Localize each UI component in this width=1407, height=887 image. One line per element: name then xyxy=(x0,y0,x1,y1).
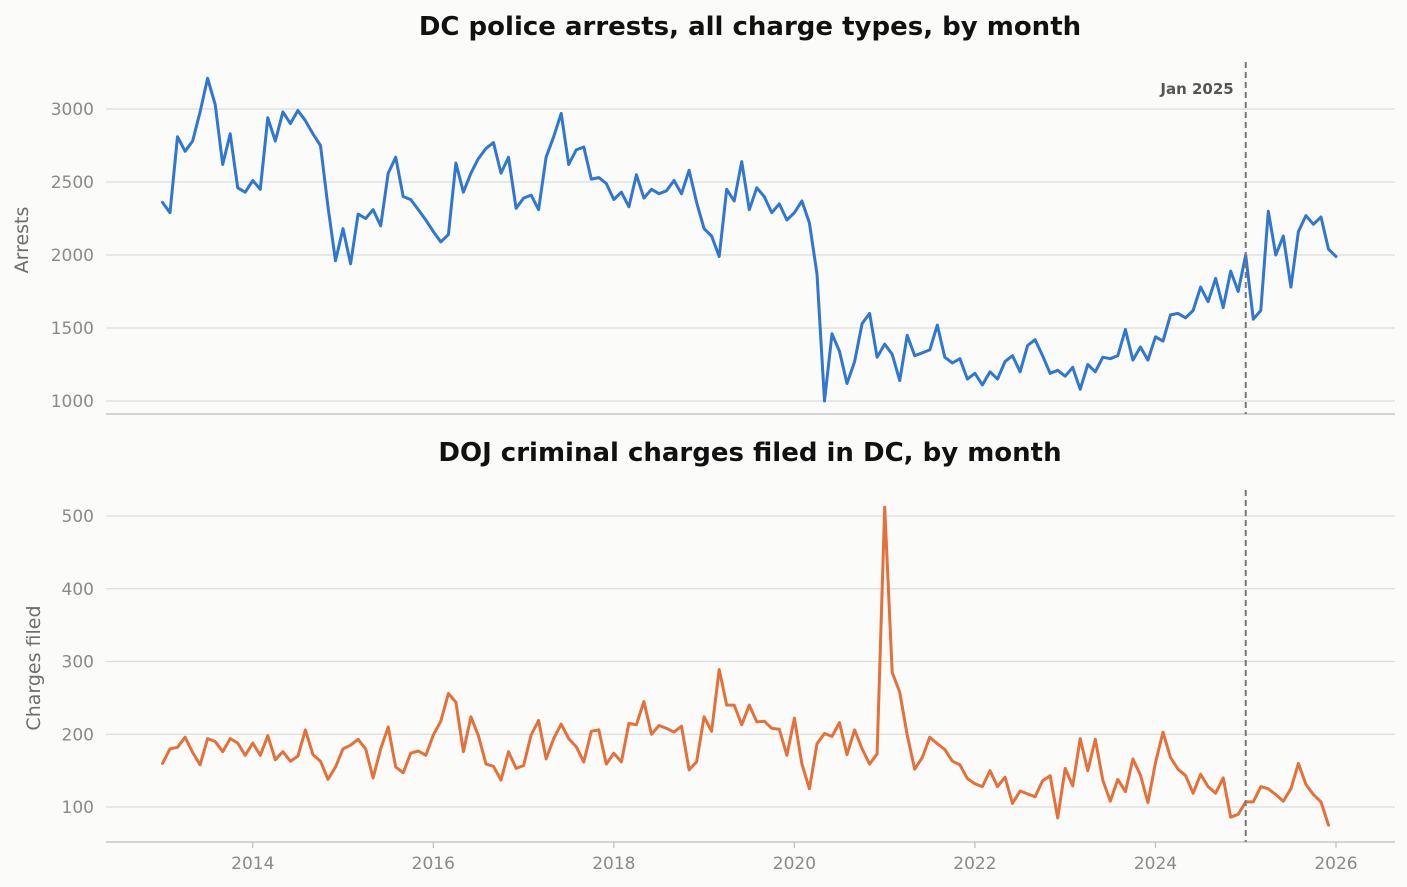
y-tick-label: 400 xyxy=(62,580,94,600)
charges-chart-title: DOJ criminal charges filed in DC, by mon… xyxy=(438,438,1061,468)
y-tick-label: 2000 xyxy=(51,246,94,266)
charges-series xyxy=(161,505,1330,827)
arrests-y-axis-label: Arrests xyxy=(11,207,33,274)
series-line xyxy=(161,505,1330,827)
charges-x-ticks: 2014 2016 2018 2020 2022 2024 2026 xyxy=(231,842,1358,874)
charges-panel: DOJ criminal charges filed in DC, by mon… xyxy=(23,438,1395,874)
y-tick-label: 2500 xyxy=(51,173,94,193)
arrests-gridlines xyxy=(106,108,1395,402)
x-tick-label: 2020 xyxy=(773,854,816,874)
y-tick-label: 100 xyxy=(62,798,94,818)
y-tick-label: 1500 xyxy=(51,319,94,339)
arrests-chart-title: DC police arrests, all charge types, by … xyxy=(419,12,1081,42)
x-tick-label: 2026 xyxy=(1314,854,1357,874)
arrests-series xyxy=(161,76,1338,403)
y-tick-label: 1000 xyxy=(51,392,94,412)
arrests-y-ticks: 1000 1500 2000 2500 3000 xyxy=(51,100,94,412)
charges-gridlines xyxy=(106,515,1395,808)
y-tick-label: 500 xyxy=(62,507,94,527)
x-tick-label: 2022 xyxy=(953,854,996,874)
y-tick-label: 200 xyxy=(62,725,94,745)
series-line xyxy=(161,76,1338,403)
x-tick-label: 2014 xyxy=(231,854,274,874)
y-tick-label: 3000 xyxy=(51,100,94,120)
x-tick-label: 2018 xyxy=(592,854,635,874)
arrests-panel: DC police arrests, all charge types, by … xyxy=(11,12,1395,415)
charges-y-ticks: 100 200 300 400 500 xyxy=(62,507,94,818)
y-tick-label: 300 xyxy=(62,653,94,673)
x-tick-label: 2016 xyxy=(412,854,455,874)
x-tick-label: 2024 xyxy=(1134,854,1177,874)
arrests-annotation-label: Jan 2025 xyxy=(1159,80,1233,98)
charges-y-axis-label: Charges filed xyxy=(23,605,45,730)
